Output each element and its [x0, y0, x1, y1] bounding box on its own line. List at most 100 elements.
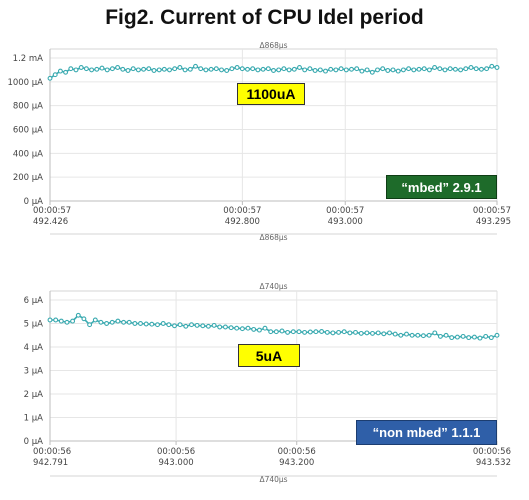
chart-1-data-point [120, 66, 126, 72]
chart-1-data-point [265, 66, 271, 72]
chart-2-data-point [353, 329, 358, 335]
chart-2-data-point [87, 322, 93, 328]
chart-1-x-tick-time: 00:00:57 [473, 206, 511, 216]
chart-2-x-tick-sub: 943.200 [279, 458, 314, 468]
chart-1-data-point [302, 67, 308, 73]
chart-2-x-tick-time: 00:00:56 [473, 447, 511, 457]
chart-1-data-point [68, 66, 74, 72]
chart-1-data-point [323, 68, 328, 74]
chart-2-data-point [239, 326, 245, 332]
chart-1-x-tick-sub: 492.800 [225, 217, 260, 227]
chart-2-data-point [98, 319, 104, 325]
chart-1-data-point [47, 75, 53, 81]
chart-1-version-label: “mbed” 2.9.1 [386, 175, 497, 199]
chart-1-data-point [369, 69, 375, 75]
chart-2-data-point [143, 321, 149, 327]
chart-2: 0 µA1 µA2 µA3 µA4 µA5 µA6 µA00:00:56942.… [24, 282, 511, 484]
chart-1-data-point [177, 65, 183, 70]
chart-1-data-point [208, 66, 214, 72]
chart-2-data-point [358, 330, 364, 336]
chart-2-data-point [104, 321, 110, 326]
chart-2-data-point [324, 329, 330, 335]
chart-1-x-tick-sub: 492.426 [33, 217, 68, 227]
chart-2-data-point [211, 322, 217, 328]
chart-1-data-point [286, 67, 292, 73]
chart-2-data-point [200, 323, 206, 329]
chart-1-data-point [416, 66, 422, 72]
chart-2-data-point [58, 318, 64, 324]
chart-2-data-point [268, 329, 274, 335]
chart-1-data-point [260, 66, 266, 72]
chart-1-data-point [271, 68, 276, 73]
chart-1-data-point [312, 68, 318, 73]
chart-1-y-tick-label: 1000 µA [7, 78, 43, 88]
chart-2-data-point [426, 332, 432, 338]
chart-2-y-tick-label: 0 µA [24, 437, 44, 447]
chart-1-data-point [135, 67, 141, 73]
chart-1: 0 µA 200 µA 400 µA 600 µA 800 µA 1000 µA 1.2 m… [7, 41, 511, 242]
chart-1-data-point [99, 65, 105, 71]
chart-1-data-point [224, 68, 230, 73]
chart-1-y-tick-label: 600 µA [13, 126, 43, 136]
chart-2-data-point [466, 335, 472, 341]
chart-1-data-point [400, 67, 406, 73]
chart-2-data-point [115, 318, 121, 324]
chart-1-data-point [328, 66, 334, 72]
chart-1-data-point [406, 66, 412, 72]
chart-1-data-point [151, 68, 157, 73]
chart-1-data-point [146, 66, 152, 72]
chart-1-duration-top: Δ868µs [259, 41, 287, 50]
chart-1-duration-bottom: Δ868µs [259, 233, 287, 242]
chart-2-data-point [183, 323, 189, 329]
chart-2-data-point [483, 333, 489, 339]
chart-2-data-point [217, 324, 223, 330]
chart-1-data-point [468, 65, 474, 70]
chart-2-data-point [256, 327, 262, 333]
chart-1-data-point [234, 65, 240, 70]
chart-1-data-point [255, 67, 261, 73]
chart-1-annotation: 1100uA [237, 83, 305, 105]
chart-2-data-point [177, 322, 183, 328]
chart-1-data-point [229, 66, 235, 72]
chart-2-data-point [64, 319, 70, 325]
chart-1-data-point [239, 66, 245, 72]
chart-1-data-point [359, 68, 365, 74]
chart-1-data-point [349, 66, 354, 72]
chart-1-data-point [437, 66, 443, 72]
chart-1-x-tick-sub: 493.000 [328, 217, 363, 227]
chart-1-data-point [83, 66, 89, 72]
chart-2-data-point [109, 319, 115, 325]
chart-2-data-point [126, 319, 132, 325]
chart-2-data-point [189, 322, 194, 328]
chart-1-data-point [73, 67, 79, 73]
chart-2-data-point [381, 331, 387, 337]
chart-1-data-point [281, 66, 287, 72]
chart-1-x-tick-time: 00:00:57 [326, 206, 364, 216]
chart-2-y-tick-label: 6 µA [24, 296, 44, 306]
chart-1-x-tick-time: 00:00:57 [33, 206, 71, 216]
chart-2-x-tick-sub: 943.532 [476, 458, 511, 468]
chart-2-x-tick-time: 00:00:56 [278, 447, 316, 457]
chart-2-data-point [449, 335, 455, 341]
chart-1-data-point [390, 67, 396, 73]
chart-1-data-point [463, 66, 469, 72]
chart-1-data-point [411, 67, 417, 73]
chart-2-y-tick-label: 2 µA [24, 390, 44, 400]
chart-2-y-tick-label: 4 µA [24, 343, 44, 353]
chart-2-data-point [341, 329, 347, 335]
chart-1-data-point [167, 67, 172, 73]
chart-1-data-point [109, 66, 115, 72]
chart-1-data-point [380, 66, 386, 72]
chart-2-data-point [228, 325, 234, 331]
chart-1-data-point [182, 67, 188, 73]
chart-2-data-point [70, 318, 76, 324]
chart-2-data-point [279, 328, 285, 334]
chart-2-data-point [432, 330, 438, 336]
chart-1-data-point [385, 68, 391, 73]
chart-1-data-point [94, 66, 100, 72]
chart-2-data-point [296, 329, 302, 335]
chart-1-y-tick-label: 800 µA [13, 102, 43, 112]
chart-1-data-point [161, 66, 167, 72]
chart-2-data-point [81, 316, 87, 322]
